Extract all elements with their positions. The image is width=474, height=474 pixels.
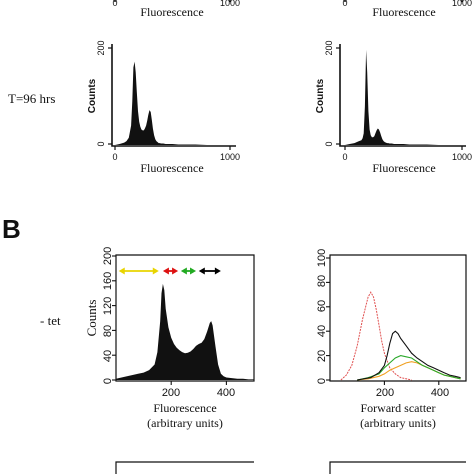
t96-right-y-axis-label: Counts [315,78,326,113]
gate-arrow-yellow [118,267,159,275]
t96-right-y-tick-label: 0 [324,141,334,146]
bottom-partial-row [115,461,466,474]
top-right-x-tick-label: 1000 [452,0,472,8]
tet-forward-scatter-x-tick-label: 400 [431,387,449,399]
tet-fluorescence-y-tick-label: 200 [102,247,114,265]
tet-fluorescence-histogram-area [116,283,254,380]
tet-fluorescence-x-tick-label: 200 [162,387,180,399]
top-left-x-tick-label: 0 [112,0,117,8]
tet-fluorescence-y-tick-label: 120 [102,297,114,315]
tet-forward-scatter-y-tick-label: 60 [316,300,328,312]
tet-forward-scatter-x-axis-label-line1: Forward scatter [361,401,436,415]
forward-scatter-trace-red [340,291,412,381]
forward-scatter-trace-black [357,330,461,381]
gate-arrow-green [180,267,197,275]
t96-left-histogram-area [115,61,230,145]
top-right-x-axis-label: Fluorescence [372,5,435,19]
tet-fluorescence-x-axis-label-line1: Fluorescence [153,401,216,415]
top-right-x-tick-label: 0 [342,0,347,8]
tet-forward-scatter-y-tick-label: 100 [316,249,328,267]
t96-right-histogram-area [345,49,462,145]
tet-fluorescence-axes [115,254,255,382]
t96-right-axes [339,44,466,147]
tet-fluorescence-y-tick-label: 0 [102,378,114,384]
tet-forward-scatter-x-axis-label-line2: (arbitrary units) [360,416,436,430]
forward-scatter-trace-orange [357,361,461,381]
row-label-t96: T=96 hrs [8,91,55,106]
tet-fluorescence-ticks [112,255,227,385]
tet-forward-scatter-traces [340,291,461,381]
t96-left-y-tick-label: 200 [96,40,106,55]
tet-fluorescence-y-tick-label: 80 [102,325,114,337]
t96-left-axes [111,44,236,147]
tet-forward-scatter-y-tick-label: 0 [316,378,328,384]
t96-left-x-tick-label: 1000 [220,152,240,162]
panel-label-b: B [2,214,21,244]
t96-right-x-axis-label: Fluorescence [372,161,435,175]
tet-forward-scatter-x-tick-label: 200 [376,387,394,399]
t96-left-x-axis-label: Fluorescence [140,161,203,175]
tet-forward-scatter-ticks [326,257,440,385]
t96-right-x-tick-label: 0 [342,152,347,162]
t96-right-histogram: 200 0 Counts 0 1000 Fluorescence [315,40,472,175]
tet-fluorescence-gate-arrows [118,267,221,275]
gate-arrow-red [162,267,179,275]
tet-fluorescence-y-tick-label: 40 [102,350,114,362]
top-left-x-tick-label: 1000 [220,0,240,8]
tet-forward-scatter-y-tick-label: 20 [316,350,328,362]
tet-fluorescence-x-tick-label: 400 [217,387,235,399]
tet-forward-scatter-y-tick-label: 40 [316,325,328,337]
tet-fluorescence-histogram: 0 40 80 120 160 200 Counts 200 400 Fluor… [84,247,255,430]
top-left-x-axis-label: Fluorescence [140,5,203,19]
t96-right-x-tick-label: 1000 [452,152,472,162]
tet-forward-scatter-y-tick-label: 80 [316,275,328,287]
tet-fluorescence-x-axis-label-line2: (arbitrary units) [147,416,223,430]
tet-forward-scatter-axes [329,254,467,382]
t96-left-histogram: 200 0 Counts 0 1000 Fluorescence [87,40,240,175]
tet-forward-scatter-plot: 0 20 40 60 80 100 200 400 Forward scatte… [316,249,467,430]
forward-scatter-trace-green [357,355,461,381]
t96-left-y-tick-label: 0 [96,141,106,146]
t96-left-y-axis-label: Counts [87,78,98,113]
tet-fluorescence-y-tick-label: 160 [102,272,114,290]
t96-left-x-tick-label: 0 [112,152,117,162]
top-right-partial-axes: 0 1000 Fluorescence [342,0,472,19]
t96-right-y-tick-label: 200 [324,40,334,55]
top-left-partial-axes: 0 1000 Fluorescence [112,0,240,19]
row-label-tet: - tet [40,313,61,328]
gate-arrow-black [198,267,221,275]
tet-fluorescence-y-axis-label: Counts [84,300,99,337]
top-partial-row: 0 1000 Fluorescence 0 1000 Fluorescence [112,0,472,19]
